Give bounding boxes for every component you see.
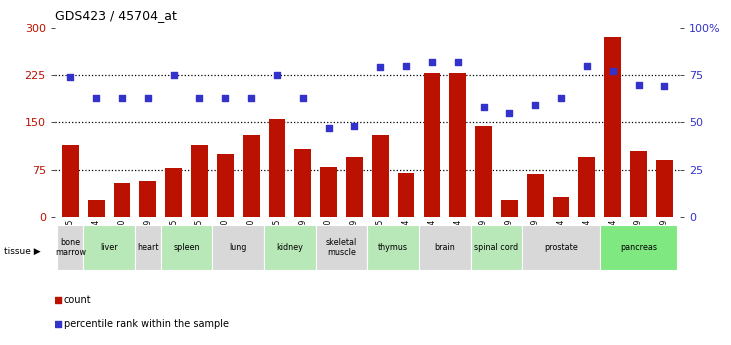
Text: percentile rank within the sample: percentile rank within the sample — [64, 319, 229, 329]
Bar — [398, 173, 414, 217]
Bar — [316, 225, 367, 270]
Point — [142, 95, 154, 100]
Text: count: count — [64, 295, 91, 305]
Text: kidney: kidney — [276, 243, 303, 252]
Point — [271, 72, 283, 78]
Text: heart: heart — [137, 243, 159, 252]
Bar — [191, 145, 208, 217]
Bar — [113, 183, 130, 217]
Point — [265, 211, 276, 217]
Point — [504, 110, 515, 116]
Point — [632, 82, 644, 87]
Point — [297, 95, 308, 100]
Bar — [419, 225, 471, 270]
Text: spinal cord: spinal cord — [474, 243, 518, 252]
Bar — [367, 225, 419, 270]
Text: spleen: spleen — [173, 243, 200, 252]
Text: GDS423 / 45704_at: GDS423 / 45704_at — [55, 9, 177, 22]
Point — [64, 74, 76, 80]
Bar — [471, 225, 522, 270]
Bar — [346, 157, 363, 217]
Text: bone
marrow: bone marrow — [55, 238, 86, 257]
Bar — [243, 135, 260, 217]
Bar — [578, 157, 595, 217]
Point — [168, 72, 180, 78]
Bar — [62, 145, 79, 217]
Bar — [264, 225, 316, 270]
Point — [607, 68, 618, 74]
Text: pancreas: pancreas — [620, 243, 657, 252]
Text: liver: liver — [100, 243, 118, 252]
Bar — [268, 119, 285, 217]
Bar — [165, 168, 182, 217]
Point — [581, 63, 593, 68]
Bar — [372, 135, 389, 217]
Bar — [83, 225, 135, 270]
Bar — [599, 225, 677, 270]
Bar — [161, 225, 213, 270]
Point — [116, 95, 128, 100]
Bar — [295, 149, 311, 217]
Text: skeletal
muscle: skeletal muscle — [326, 238, 357, 257]
Point — [477, 105, 489, 110]
Bar — [88, 200, 105, 217]
Bar — [605, 37, 621, 217]
Point — [194, 95, 205, 100]
Bar — [475, 126, 492, 217]
Bar — [450, 73, 466, 217]
Bar — [501, 200, 518, 217]
Bar — [217, 154, 234, 217]
Bar — [630, 151, 647, 217]
Bar — [527, 174, 544, 217]
Bar — [135, 225, 161, 270]
Point — [659, 83, 670, 89]
Point — [555, 95, 567, 100]
Bar — [522, 225, 599, 270]
Text: thymus: thymus — [378, 243, 408, 252]
Point — [219, 95, 231, 100]
Text: tissue ▶: tissue ▶ — [4, 247, 40, 256]
Bar — [553, 197, 569, 217]
Point — [349, 124, 360, 129]
Point — [400, 63, 412, 68]
Text: prostate: prostate — [544, 243, 578, 252]
Point — [452, 59, 463, 65]
Bar — [140, 181, 156, 217]
Bar — [423, 73, 440, 217]
Point — [529, 102, 541, 108]
Point — [91, 95, 102, 100]
Point — [426, 59, 438, 65]
Text: lung: lung — [230, 243, 247, 252]
Point — [246, 95, 257, 100]
Text: brain: brain — [434, 243, 455, 252]
Bar — [58, 225, 83, 270]
Bar — [213, 225, 264, 270]
Bar — [320, 167, 337, 217]
Bar — [656, 160, 673, 217]
Point — [374, 65, 386, 70]
Point — [323, 125, 335, 131]
